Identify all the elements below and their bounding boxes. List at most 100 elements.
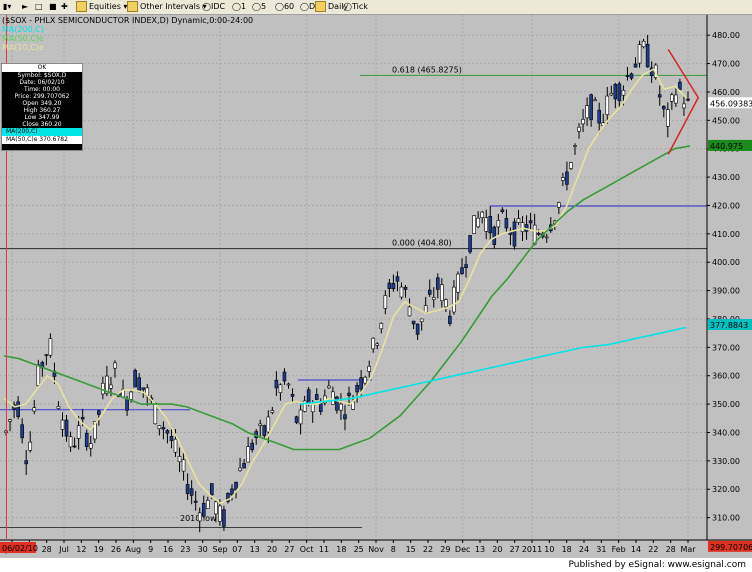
save-icon[interactable]: ■ [49,2,57,11]
pointer-icon[interactable]: ► [22,2,29,11]
candle-body [593,99,597,102]
interval-idc[interactable]: ◯IDC [202,2,226,11]
candle-body [633,63,638,68]
candle-body [258,423,263,426]
equities-menu[interactable]: Equities ▾ [76,0,127,14]
x-tick-label: 11 [319,545,329,554]
x-tick-label: 20 [267,545,277,554]
data-window-high: High 360.27 [23,107,61,114]
candle-body [218,505,222,522]
other-intervals-menu[interactable]: Other Intervals ▾ [127,0,207,14]
interval-tick-label: Tick [351,2,368,11]
candle-body [423,305,428,313]
interval-5[interactable]: ◯5 [252,2,267,11]
data-window-header[interactable]: OK [2,64,82,72]
candle-body [395,276,400,282]
interval-idc-label: IDC [210,2,226,11]
candle-body [512,221,517,247]
candle-body [565,171,569,185]
candle-body [185,484,190,495]
candle-body [605,95,610,115]
candle-body [347,392,351,396]
candle-body [617,83,622,102]
data-window-ma200: MA(200,C) [2,128,82,136]
x-tick-label: 18 [562,545,572,554]
y-tick-label: 310.00 [712,514,740,523]
candle-body [105,375,109,394]
x-tick-label: 14 [631,545,641,554]
candle-body [238,467,242,471]
candle-body [456,273,460,293]
candle-body [403,286,408,290]
candle-body [573,145,577,147]
interval-tick[interactable]: ◯Tick [343,2,368,11]
candle-body [427,289,432,295]
candle-body [306,389,311,404]
candle-body [226,492,230,502]
candle-body [101,382,105,395]
candle-body [230,488,234,496]
x-tick-label: Nov [368,545,384,554]
y-tick-label: 320.00 [712,485,740,494]
interval-d[interactable]: ◯D [300,2,316,11]
candle-body [520,222,525,232]
candle-body [177,456,182,463]
y-tick-label: 340.00 [712,428,740,437]
candle-body [201,503,206,517]
open-icon[interactable]: □ [35,2,43,11]
y-tick-label: 410.00 [712,230,740,239]
legend-ma10: MA(10,C)e [2,43,44,52]
candle-body [169,436,174,441]
candle-body [577,126,581,132]
candle-body [480,211,484,218]
interval-60[interactable]: ◯60 [275,2,295,11]
candle-body [496,220,501,228]
x-tick-label: 20 [492,545,502,554]
candle-body [359,377,363,390]
candle-body [36,364,41,386]
candle-body [460,267,464,275]
x-tick-label: 30 [198,545,208,554]
interval-daily[interactable]: Daily [315,0,348,14]
interval-1[interactable]: ◯1 [232,2,247,11]
candle-body [613,84,618,100]
candle-body [234,481,238,491]
y-tick-label: 450.00 [712,116,740,125]
candle-body [165,430,170,434]
triangle-lines [667,48,700,155]
y-tick-label: 350.00 [712,400,740,409]
candle-body [488,216,493,234]
candle-body [411,320,416,325]
folder-icon[interactable]: ▮▾ [3,2,12,11]
candle-body [686,98,690,101]
candle-body [181,459,186,472]
price-chart[interactable]: 0.618 (465.8275)0.000 (404.80)2010 low 3… [0,15,752,558]
candle-body [84,432,89,448]
add-icon[interactable]: ✚ [61,2,68,11]
x-tick-label: 23 [180,545,190,554]
other-intervals-label: Other Intervals [140,2,201,11]
x-tick-label: 25 [354,545,364,554]
y-tick-label: 460.00 [712,88,740,97]
candle-body [68,436,73,448]
candle-body [415,323,420,335]
candle-body [589,94,593,120]
y-tick-label: 390.00 [712,287,740,296]
candle-body [286,383,291,386]
candle-body [431,297,436,300]
candle-body [492,226,497,246]
candle-body [371,337,376,350]
x-tick-label: 10 [544,545,554,554]
x-tick-label: 18 [336,545,346,554]
candle-body [355,384,359,393]
candle-body [399,286,404,298]
candle-body [266,416,271,433]
candle-body [64,419,69,437]
candle-body [137,377,141,392]
candle-body [133,370,137,388]
candle-body [197,512,202,522]
candle-body [129,391,133,400]
candle-body [452,286,456,313]
candle-body [569,162,573,169]
candle-body [80,417,85,420]
